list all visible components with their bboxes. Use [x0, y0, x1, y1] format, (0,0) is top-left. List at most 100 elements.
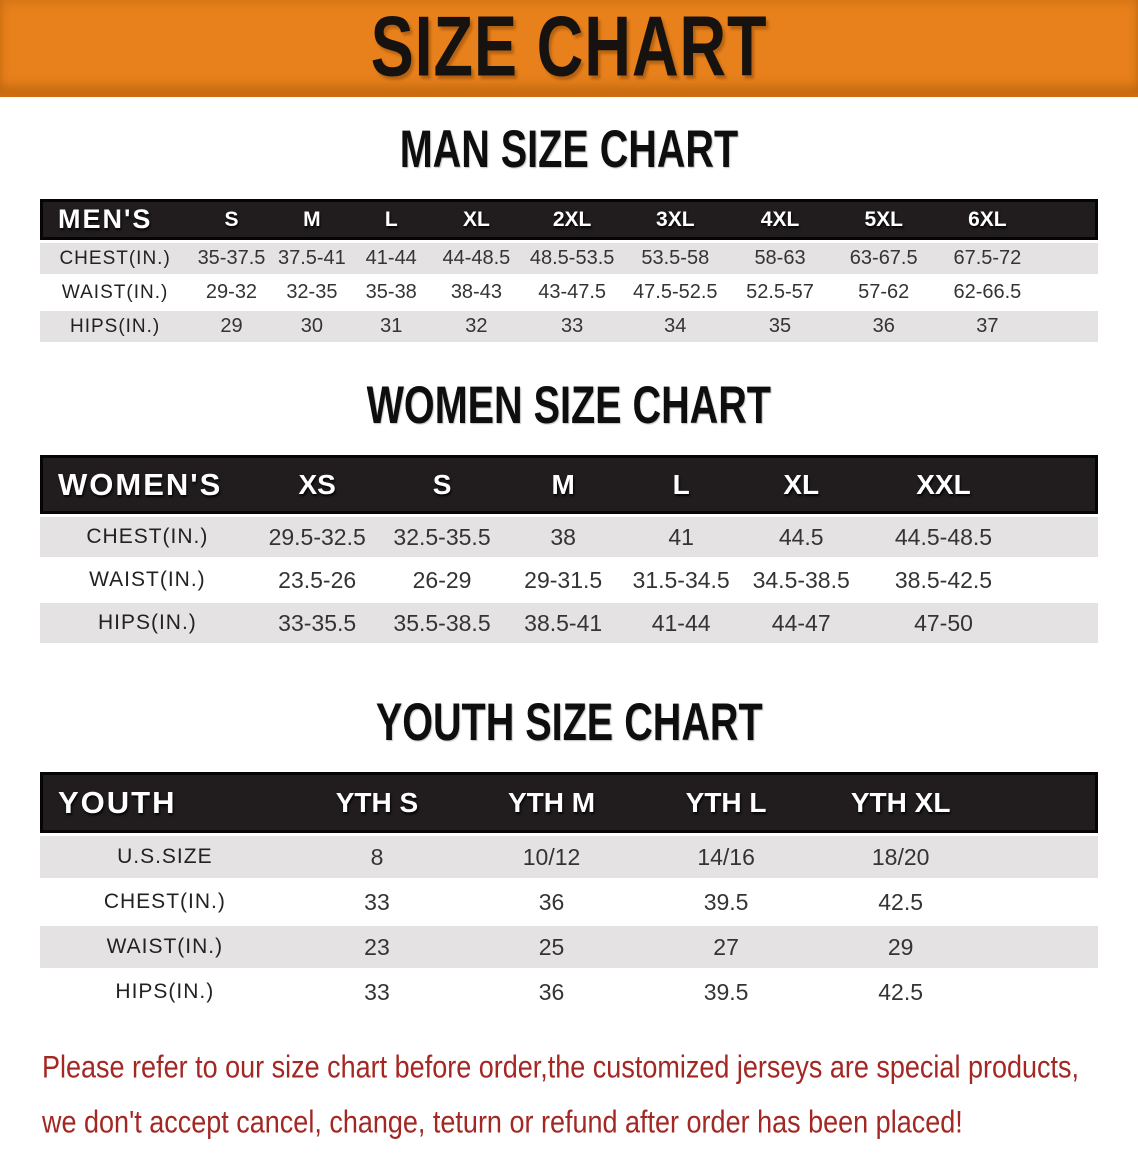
measurement-row: WAIST(IN.) 23.5-26 26-29 29-31.5 31.5-34.5 34…	[40, 560, 1098, 600]
size-header-row: YOUTH YTH S YTH M YTH L YTH XL	[40, 772, 1098, 833]
measurement-label: HIPS(IN.)	[40, 311, 191, 342]
header-spacer-cell	[987, 772, 1098, 833]
measurement-value: 31.5-34.5	[621, 560, 741, 600]
measurement-row: HIPS(IN.) 29 30 31 32 33 34 35 36 37	[40, 311, 1098, 342]
disclaimer-note: Please refer to our size chart before or…	[42, 1043, 1138, 1153]
measurement-value: 31	[351, 311, 432, 342]
men-section: MAN SIZE CHART MEN'S S M L XL 2XL 3XL 4XL 5XL 6XL…	[0, 124, 1138, 345]
size-header-row: MEN'S S M L XL 2XL 3XL 4XL 5XL 6XL	[40, 199, 1098, 240]
measurement-value: 18/20	[813, 836, 988, 878]
measurement-value: 33-35.5	[254, 603, 380, 643]
measurement-value: 30	[272, 311, 352, 342]
men-size-chart-heading: MAN SIZE CHART	[0, 124, 1138, 176]
measurement-value: 38	[504, 517, 622, 557]
measurement-value: 34	[622, 311, 728, 342]
size-column-header: YTH M	[464, 772, 639, 833]
measurement-value: 44-48.5	[431, 243, 522, 274]
size-column-header: M	[504, 455, 622, 514]
row-spacer-cell	[987, 926, 1098, 968]
size-column-header: S	[379, 455, 505, 514]
size-column-header: 2XL	[521, 199, 623, 240]
size-column-header: 3XL	[622, 199, 728, 240]
measurement-value: 35.5-38.5	[379, 603, 505, 643]
measurement-value: 44-47	[740, 603, 863, 643]
row-spacer-cell	[1024, 603, 1098, 643]
youth-size-chart-heading: YOUTH SIZE CHART	[0, 697, 1138, 749]
row-spacer-cell	[1039, 277, 1098, 308]
measurement-value: 23.5-26	[254, 560, 380, 600]
size-column-header: 4XL	[727, 199, 833, 240]
men-heading-text: MAN SIZE CHART	[399, 120, 739, 180]
row-spacer-cell	[987, 881, 1098, 923]
measurement-value: 38.5-41	[504, 603, 622, 643]
measurement-label: HIPS(IN.)	[40, 971, 290, 1013]
measurement-label: U.S.SIZE	[40, 836, 290, 878]
measurement-value: 38.5-42.5	[862, 560, 1025, 600]
measurement-value: 37	[935, 311, 1040, 342]
size-column-header: XL	[740, 455, 863, 514]
measurement-label: WAIST(IN.)	[40, 560, 255, 600]
measurement-value: 35-38	[351, 277, 432, 308]
measurement-value: 39.5	[638, 971, 814, 1013]
size-column-header: YTH L	[638, 772, 814, 833]
header-spacer-cell	[1024, 455, 1098, 514]
measurement-value: 29-31.5	[504, 560, 622, 600]
measurement-value: 27	[638, 926, 814, 968]
size-chart-banner: SIZE CHART	[0, 0, 1138, 97]
youth-section: YOUTH SIZE CHART YOUTH YTH S YTH M YTH L YTH…	[0, 697, 1138, 1016]
measurement-value: 29-32	[190, 277, 273, 308]
measurement-value: 62-66.5	[935, 277, 1040, 308]
measurement-value: 35-37.5	[190, 243, 273, 274]
measurement-value: 44.5-48.5	[862, 517, 1025, 557]
size-column-header: XS	[254, 455, 380, 514]
size-column-header: L	[351, 199, 432, 240]
disclaimer-line-1: Please refer to our size chart before or…	[42, 1050, 1080, 1085]
measurement-label: CHEST(IN.)	[40, 881, 290, 923]
measurement-value: 33	[289, 971, 465, 1013]
men-size-table: MEN'S S M L XL 2XL 3XL 4XL 5XL 6XL CHEST(IN.) 35-37…	[40, 196, 1098, 345]
table-title-cell: MEN'S	[40, 199, 191, 240]
size-column-header: YTH XL	[813, 772, 988, 833]
measurement-row: HIPS(IN.) 33-35.5 35.5-38.5 38.5-41 41-44 44-…	[40, 603, 1098, 643]
measurement-value: 23	[289, 926, 465, 968]
size-column-header: XXL	[862, 455, 1025, 514]
measurement-label: HIPS(IN.)	[40, 603, 255, 643]
women-heading-text: WOMEN SIZE CHART	[366, 376, 772, 436]
measurement-value: 57-62	[832, 277, 936, 308]
table-title-cell: WOMEN'S	[40, 455, 255, 514]
header-spacer-cell	[1039, 199, 1098, 240]
row-spacer-cell	[1024, 517, 1098, 557]
measurement-value: 38-43	[431, 277, 522, 308]
size-column-header: S	[190, 199, 273, 240]
measurement-value: 8	[289, 836, 465, 878]
measurement-row: CHEST(IN.) 33 36 39.5 42.5	[40, 881, 1098, 923]
measurement-label: CHEST(IN.)	[40, 517, 255, 557]
measurement-value: 44.5	[740, 517, 863, 557]
measurement-value: 36	[832, 311, 936, 342]
measurement-value: 41-44	[621, 603, 741, 643]
size-header-row: WOMEN'S XS S M L XL XXL	[40, 455, 1098, 514]
measurement-value: 63-67.5	[832, 243, 936, 274]
measurement-value: 29.5-32.5	[254, 517, 380, 557]
banner-title: SIZE CHART	[370, 0, 768, 95]
measurement-value: 37.5-41	[272, 243, 352, 274]
measurement-value: 26-29	[379, 560, 505, 600]
size-column-header: L	[621, 455, 741, 514]
measurement-value: 67.5-72	[935, 243, 1040, 274]
measurement-value: 58-63	[727, 243, 833, 274]
measurement-value: 32	[431, 311, 522, 342]
youth-heading-text: YOUTH SIZE CHART	[375, 693, 763, 753]
measurement-value: 10/12	[464, 836, 639, 878]
measurement-label: WAIST(IN.)	[40, 277, 191, 308]
measurement-value: 33	[289, 881, 465, 923]
measurement-row: WAIST(IN.) 29-32 32-35 35-38 38-43 43-47.5 47.…	[40, 277, 1098, 308]
measurement-value: 29	[813, 926, 988, 968]
measurement-value: 34.5-38.5	[740, 560, 863, 600]
measurement-value: 53.5-58	[622, 243, 728, 274]
measurement-row: CHEST(IN.) 29.5-32.5 32.5-35.5 38 41 44.5 44.5…	[40, 517, 1098, 557]
women-size-chart-heading: WOMEN SIZE CHART	[0, 380, 1138, 432]
measurement-value: 32-35	[272, 277, 352, 308]
measurement-value: 33	[521, 311, 623, 342]
women-section: WOMEN SIZE CHART WOMEN'S XS S M L XL XXL CHEST(…	[0, 380, 1138, 646]
measurement-value: 41	[621, 517, 741, 557]
